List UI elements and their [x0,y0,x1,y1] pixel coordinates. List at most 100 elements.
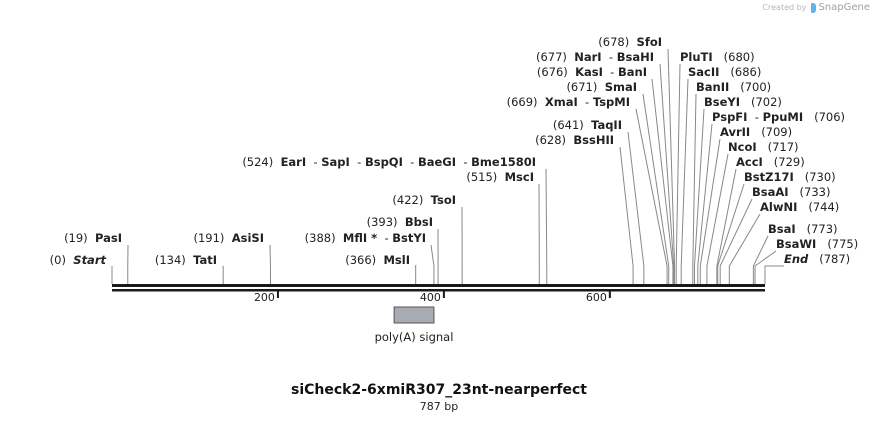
spacer [719,65,730,79]
enzyme-name: BsaI [768,222,796,236]
restriction-site-ncoi[interactable]: NcoI (717) [728,140,799,154]
restriction-site-sfoi[interactable]: (678) SfoI [598,35,662,49]
tick-label: 400 [420,291,441,304]
spacer [816,237,827,251]
backbone-bottom-strand[interactable] [112,289,765,292]
site-line [706,153,729,284]
restriction-site-banii[interactable]: BanII (700) [696,80,771,94]
enzyme-name: TatI [193,253,217,267]
restriction-site-bsawi[interactable]: BsaWI (775) [776,237,858,251]
enzyme-name: BanI [618,65,647,79]
spacer [497,170,504,184]
site-position: (669) [507,95,538,109]
site-line [764,265,784,284]
restriction-site-pasi[interactable]: (19) PasI [64,231,122,245]
spacer [186,253,193,267]
enzyme-name: AvrII [720,125,750,139]
site-line [651,78,674,284]
spacer [796,222,807,236]
spacer [729,80,740,94]
enzyme-name: MslI [383,253,410,267]
enzyme-name: TsoI [431,193,456,207]
enzyme-name: BstZ17I [744,170,794,184]
restriction-site-avrii[interactable]: AvrII (709) [720,125,792,139]
site-position: (775) [827,237,858,251]
spacer [568,65,575,79]
enzyme-name: KasI [575,65,603,79]
site-line [619,146,634,284]
restriction-site-bsai[interactable]: BsaI (773) [768,222,838,236]
restriction-site-mfli[interactable]: (388) MflI * - BstYI [305,231,426,245]
site-position: (366) [345,253,376,267]
restriction-site-smai[interactable]: (671) SmaI [566,80,637,94]
dna-backbone[interactable] [112,284,765,292]
restriction-site-bseyi[interactable]: BseYI (702) [704,95,782,109]
spacer [398,215,405,229]
enzyme-name: EarI [281,155,307,169]
enzyme-name: End [784,252,809,266]
site-position: (515) [466,170,497,184]
enzyme-name: PluTI [680,50,713,64]
enzyme-name: Bme1580I [471,155,536,169]
restriction-site-pspfi[interactable]: PspFI - PpuMI (706) [712,110,845,124]
spacer [808,252,819,266]
site-position: (676) [537,65,568,79]
site-position: (686) [730,65,761,79]
restriction-site-bsaai[interactable]: BsaAI (733) [752,185,830,199]
restriction-site-bbsi[interactable]: (393) BbsI [367,215,433,229]
restriction-site-tsoi[interactable]: (422) TsoI [392,193,456,207]
site-line [717,183,745,284]
site-position: (700) [740,80,771,94]
restriction-site-xmai[interactable]: (669) XmaI - TspMI [507,95,630,109]
site-position: (733) [800,185,831,199]
restriction-site-acci[interactable]: AccI (729) [736,155,805,169]
spacer [88,231,95,245]
spacer [757,140,768,154]
restriction-site-msli[interactable]: (366) MslI [345,253,410,267]
site-position: (677) [536,50,567,64]
restriction-site-asisi[interactable]: (191) AsiSI [194,231,265,245]
enzyme-name: PspFI [712,110,747,124]
enzyme-name: BaeGI [418,155,456,169]
restriction-site-bsshii[interactable]: (628) BssHII [535,133,614,147]
site-line [659,63,675,284]
restriction-site-alwni[interactable]: AlwNI (744) [760,200,839,214]
site-line [627,131,645,284]
spacer [584,118,591,132]
feature-polya-signal[interactable] [393,306,435,324]
sequence-title: siCheck2-6xmiR307_23nt-nearperfect [291,382,587,398]
restriction-site-msci[interactable]: (515) MscI [466,170,534,184]
site-position: (641) [553,118,584,132]
site-position: (787) [819,252,850,266]
enzyme-name: Start [73,253,106,267]
enzyme-name: NcoI [728,140,757,154]
restriction-site-pluti[interactable]: PluTI (680) [680,50,755,64]
spacer [423,193,430,207]
restriction-site-kasi[interactable]: (676) KasI - BanI [537,65,647,79]
name-separator: - [603,65,618,79]
enzyme-name: BanII [696,80,729,94]
restriction-site-eari[interactable]: (524) EarI - SapI - BspQI - BaeGI - Bme1… [242,155,536,169]
site-position: (678) [598,35,629,49]
site-position: (191) [194,231,225,245]
restriction-site-bstz17i[interactable]: BstZ17I (730) [744,170,836,184]
enzyme-name: TspMI [593,95,630,109]
site-line [635,108,668,284]
backbone-top-strand[interactable] [112,284,765,287]
site-line [693,108,705,284]
spacer [538,95,545,109]
site-line [414,264,417,284]
enzyme-name: BssHII [573,133,614,147]
restriction-site-nari[interactable]: (677) NarI - BsaHI [536,50,654,64]
enzyme-name: AccI [736,155,763,169]
restriction-site-sacii[interactable]: SacII (686) [688,65,761,79]
spacer [567,50,574,64]
restriction-site-start[interactable]: (0) Start [50,253,107,267]
restriction-site-tati[interactable]: (134) TatI [155,253,217,267]
spacer [566,133,573,147]
name-separator: - [306,155,321,169]
site-position: (702) [751,95,782,109]
restriction-site-taqii[interactable]: (641) TaqII [553,118,622,132]
restriction-site-end[interactable]: End (787) [784,252,850,266]
enzyme-name: BsaWI [776,237,816,251]
